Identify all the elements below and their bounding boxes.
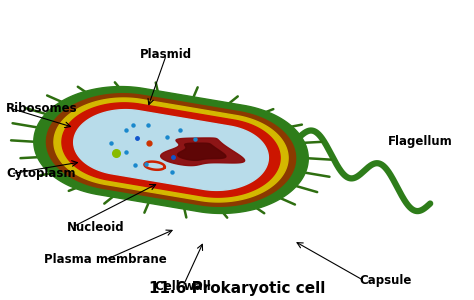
Text: Cell wall: Cell wall: [155, 280, 210, 293]
Text: 11.6 Prokaryotic cell: 11.6 Prokaryotic cell: [149, 280, 325, 296]
Polygon shape: [161, 138, 245, 166]
Text: Flagellum: Flagellum: [388, 135, 453, 148]
Text: Ribosomes: Ribosomes: [6, 102, 78, 115]
Text: Plasmid: Plasmid: [140, 48, 192, 62]
Text: Plasma membrane: Plasma membrane: [44, 254, 166, 266]
Polygon shape: [34, 87, 308, 213]
Polygon shape: [46, 94, 296, 206]
Text: Cytoplasm: Cytoplasm: [6, 167, 75, 180]
Text: Nucleoid: Nucleoid: [67, 221, 125, 234]
Polygon shape: [73, 110, 268, 190]
Polygon shape: [62, 103, 280, 197]
Polygon shape: [54, 98, 288, 202]
Polygon shape: [178, 143, 226, 160]
Text: Capsule: Capsule: [359, 274, 412, 287]
